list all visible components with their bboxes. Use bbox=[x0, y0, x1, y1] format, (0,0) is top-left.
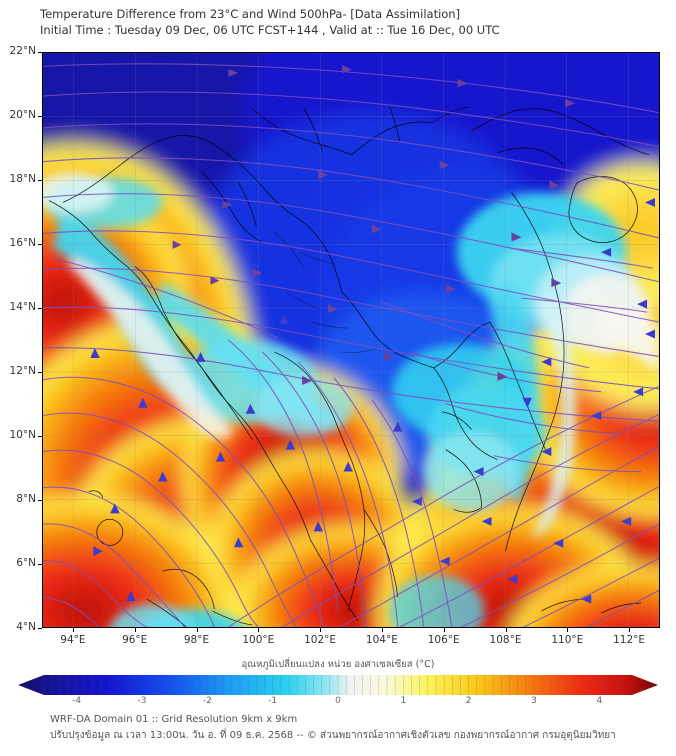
lon-tickmark bbox=[134, 628, 136, 632]
colorbar-strip[interactable] bbox=[18, 674, 658, 696]
chart-title-line-1: Temperature Difference from 23°C and Win… bbox=[40, 7, 461, 21]
chart-title-line-2: Initial Time : Tuesday 09 Dec, 06 UTC FC… bbox=[40, 23, 500, 37]
lat-tick-20°N: 20°N bbox=[9, 109, 36, 121]
colorbar-title: อุณหภูมิเปลี่ยนแปลง หน่วย องศาเซลเซียส (… bbox=[241, 659, 435, 670]
lat-tick-4°N: 4°N bbox=[16, 621, 36, 633]
lon-tickmark bbox=[443, 628, 445, 632]
colorbar-gradient bbox=[18, 675, 658, 695]
colorbar-tick-4: 4 bbox=[596, 696, 603, 706]
temperature-field-map bbox=[43, 53, 659, 627]
colorbar-tick--4: -4 bbox=[72, 696, 82, 706]
lon-tick-110°E: 110°E bbox=[551, 634, 584, 646]
chart-title-block: Temperature Difference from 23°C and Win… bbox=[40, 6, 660, 38]
map-plot-area[interactable] bbox=[42, 52, 660, 628]
colorbar-tick-3: 3 bbox=[531, 696, 537, 706]
lon-tickmark bbox=[72, 628, 74, 632]
colorbar-tick-2: 2 bbox=[465, 696, 472, 706]
footer-line-2: ปรับปรุงข้อมูล ณ เวลา 13:00น. วัน อ. ที่… bbox=[50, 730, 616, 741]
lon-tick-104°E: 104°E bbox=[365, 634, 398, 646]
lon-tick-106°E: 106°E bbox=[427, 634, 460, 646]
lat-tickmark bbox=[38, 564, 42, 565]
colorbar-tick--2: -2 bbox=[202, 696, 212, 706]
lon-tick-102°E: 102°E bbox=[304, 634, 337, 646]
lon-tickmark bbox=[196, 628, 198, 632]
wind-streamline-layer bbox=[43, 63, 659, 627]
lat-tickmark bbox=[38, 500, 42, 501]
footer-line-1: WRF-DA Domain 01 :: Grid Resolution 9km … bbox=[50, 714, 298, 725]
lon-tick-108°E: 108°E bbox=[489, 634, 522, 646]
lat-tick-12°N: 12°N bbox=[9, 365, 36, 377]
lon-tick-112°E: 112°E bbox=[613, 634, 646, 646]
lat-tickmark bbox=[38, 372, 42, 373]
colorbar-tick-labels: -4 -3 -2 -1 0 1 2 3 4 bbox=[18, 696, 658, 710]
lon-tick-100°E: 100°E bbox=[242, 634, 275, 646]
lon-tickmark bbox=[258, 628, 260, 632]
lon-tick-96°E: 96°E bbox=[122, 634, 148, 646]
colorbar-tick--1: -1 bbox=[268, 696, 278, 706]
lat-tick-16°N: 16°N bbox=[9, 237, 36, 249]
colorbar-tick-0: 0 bbox=[335, 696, 341, 706]
lat-tick-22°N: 22°N bbox=[9, 45, 36, 57]
lat-tickmark bbox=[38, 180, 42, 181]
lat-tickmark bbox=[38, 52, 42, 53]
lat-tickmark bbox=[38, 436, 42, 437]
lon-tickmark bbox=[567, 628, 569, 632]
footer-block: WRF-DA Domain 01 :: Grid Resolution 9km … bbox=[50, 712, 670, 744]
lat-tick-18°N: 18°N bbox=[9, 173, 36, 185]
lon-tickmark bbox=[505, 628, 507, 632]
colorbar-tick--3: -3 bbox=[137, 696, 147, 706]
streamline-arrow-icons bbox=[90, 64, 656, 604]
lon-tickmark bbox=[320, 628, 322, 632]
lat-tickmark bbox=[38, 244, 42, 245]
colorbar-block: อุณหภูมิเปลี่ยนแปลง หน่วย องศาเซลเซียส (… bbox=[0, 658, 676, 710]
lon-tickmark bbox=[629, 628, 631, 632]
colorbar-tick-1: 1 bbox=[400, 696, 407, 706]
lat-tick-6°N: 6°N bbox=[16, 557, 36, 569]
lat-tick-8°N: 8°N bbox=[16, 493, 36, 505]
lat-tickmark bbox=[38, 628, 42, 629]
lat-tick-14°N: 14°N bbox=[9, 301, 36, 313]
lon-tick-98°E: 98°E bbox=[183, 634, 210, 646]
lat-tickmark bbox=[38, 308, 42, 309]
graticule-layer bbox=[43, 53, 659, 627]
lat-tick-10°N: 10°N bbox=[9, 429, 36, 441]
lat-tickmark bbox=[38, 116, 42, 117]
lon-tickmark bbox=[381, 628, 383, 632]
lon-tick-94°E: 94°E bbox=[60, 634, 86, 646]
